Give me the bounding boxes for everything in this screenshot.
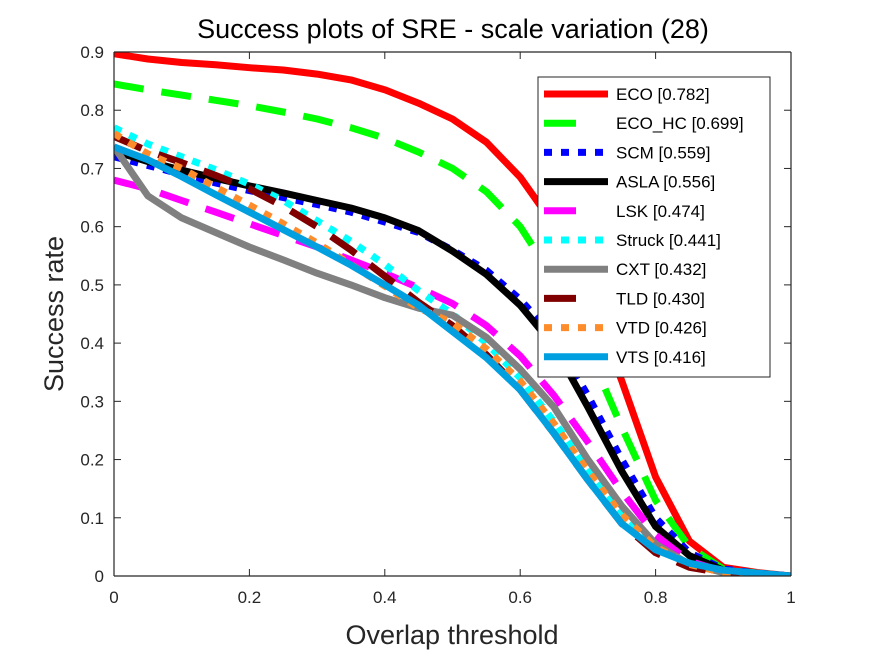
legend-label: Struck [0.441] [616,231,721,250]
legend-label: ECO [0.782] [616,85,710,104]
y-tick-label: 0.5 [80,276,104,295]
legend-entry: TLD [0.430] [544,289,705,308]
y-tick-label: 0.2 [80,451,104,470]
legend-entry: LSK [0.474] [544,202,705,221]
legend-label: VTD [0.426] [616,319,707,338]
legend-entry: CXT [0.432] [544,260,706,279]
series-line-eco-hc [114,80,791,576]
legend-entry: VTS [0.416] [544,348,706,367]
series-line-struck [114,124,791,576]
legend-label: SCM [0.559] [616,143,711,162]
axes-layer [113,51,792,577]
x-tick-label: 0.2 [238,588,262,607]
legend-entry: SCM [0.559] [544,143,711,162]
x-tick-label: 0.8 [644,588,668,607]
y-tick-label: 0.7 [80,159,104,178]
x-axis-title: Overlap threshold [345,620,558,650]
y-tick-label: 0.8 [80,101,104,120]
legend-entry: ASLA [0.556] [544,173,715,192]
y-tick-label: 0.6 [80,218,104,237]
x-tick-label: 1 [786,588,795,607]
y-tick-label: 0.1 [80,509,104,528]
ticks-layer: 0 0.2 0.4 0.6 0.8 1 0 0.1 0.2 0.3 0.4 0.5 0.6 0.7 0.8 0… [80,43,795,607]
legend-label: TLD [0.430] [616,289,705,308]
legend-label: LSK [0.474] [616,202,705,221]
legend: ECO [0.782] ECO_HC [0.699] SCM [0.559] ASLA… [537,76,771,378]
series-line-vts [114,143,791,576]
legend-entry: ECO_HC [0.699] [544,114,744,133]
series-line-lsk [114,176,791,576]
legend-entry: ECO [0.782] [544,85,710,104]
series-line-eco [114,52,791,576]
x-tick-label: 0 [109,588,118,607]
y-tick-label: 0.9 [80,43,104,62]
legend-entry: VTD [0.426] [544,319,707,338]
legend-box [537,76,771,378]
x-tick-label: 0.6 [508,588,532,607]
legend-label: VTS [0.416] [616,348,706,367]
legend-label: ASLA [0.556] [616,173,715,192]
y-tick-label: 0.3 [80,392,104,411]
series-layer [114,52,791,576]
legend-entry: Struck [0.441] [544,231,721,250]
y-tick-label: 0 [95,567,104,586]
y-axis-title: Success rate [39,236,69,392]
chart-title: Success plots of SRE - scale variation (… [197,14,709,44]
x-tick-label: 0.4 [373,588,397,607]
y-tick-label: 0.4 [80,334,104,353]
legend-label: CXT [0.432] [616,260,706,279]
legend-label: ECO_HC [0.699] [616,114,744,133]
